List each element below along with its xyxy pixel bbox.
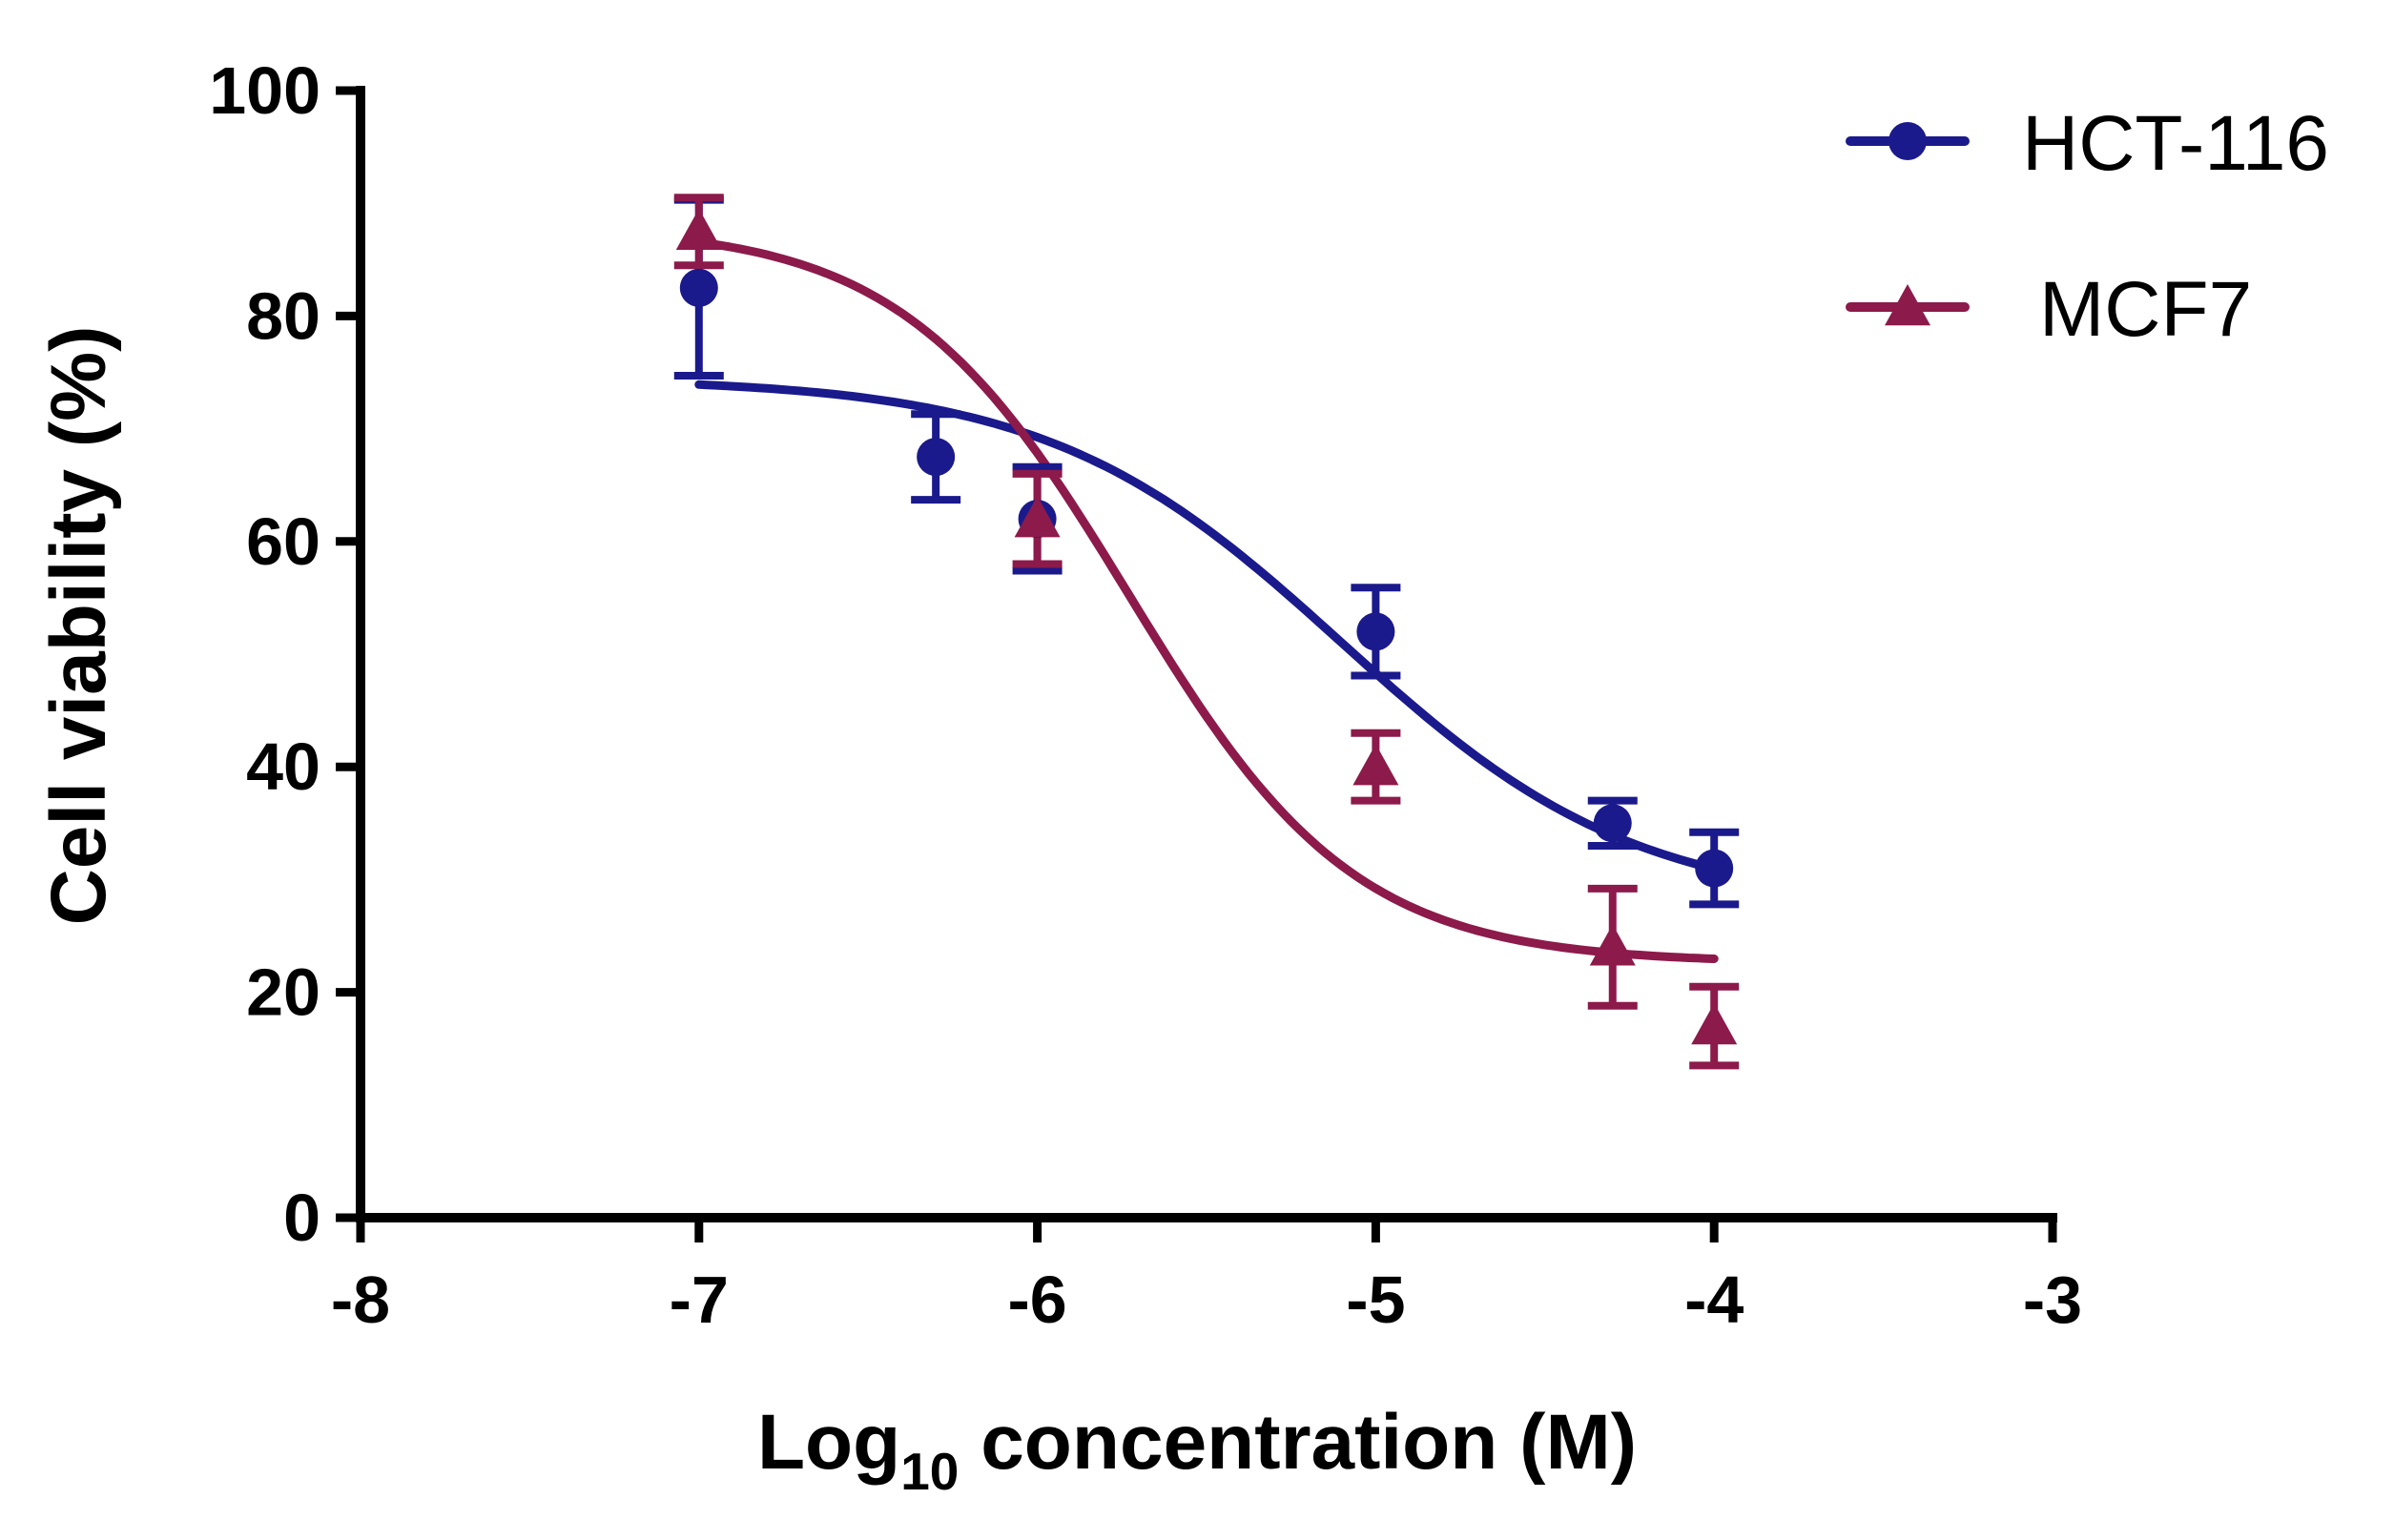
x-tick-label: -7 (670, 1263, 729, 1337)
data-point-mcf7 (675, 208, 722, 250)
x-tick-label: -8 (331, 1263, 390, 1337)
data-point-mcf7 (1589, 924, 1636, 966)
y-tick-label: 60 (246, 504, 320, 579)
fit-curve-hct-116 (694, 380, 1719, 873)
fit-curve-mcf7 (694, 237, 1719, 963)
legend: HCT-116 MCF7 (1846, 100, 2329, 353)
x-axis-title-main: Log (757, 1399, 900, 1486)
y-axis-title: Cell viability (%) (35, 326, 122, 926)
plot-area (673, 194, 1740, 1070)
x-tick-label: -3 (2023, 1263, 2082, 1337)
x-tick-label: -6 (1007, 1263, 1066, 1337)
legend-marker-hct-116 (1888, 122, 1927, 160)
data-point-hct-116 (1356, 612, 1395, 651)
data-point-hct-116 (679, 268, 718, 307)
data-point-mcf7 (1691, 1003, 1738, 1045)
y-tick-label: 20 (246, 955, 320, 1030)
legend-label-mcf7: MCF7 (2039, 266, 2252, 353)
y-tick-label: 0 (283, 1181, 320, 1255)
data-point-hct-116 (1695, 849, 1734, 888)
data-point-hct-116 (917, 438, 956, 477)
data-point-hct-116 (1593, 804, 1632, 843)
y-ticks: 0 20 40 60 80 100 (209, 53, 361, 1255)
data-point-mcf7 (1014, 496, 1061, 538)
axes: -8 -7 -6 -5 -4 -3 0 20 40 60 80 100 (209, 53, 2082, 1337)
y-tick-label: 80 (246, 278, 320, 353)
x-tick-label: -4 (1684, 1263, 1744, 1337)
error-bars (673, 194, 1740, 1070)
data-markers (675, 208, 1738, 1045)
fit-curves (694, 237, 1719, 963)
x-tick-label: -5 (1346, 1263, 1405, 1337)
data-point-mcf7 (1352, 744, 1399, 786)
x-ticks: -8 -7 -6 -5 -4 -3 (331, 1218, 2082, 1337)
x-axis-title: Log10 concentration (M) (757, 1399, 1637, 1501)
y-tick-label: 100 (209, 53, 320, 128)
x-axis-title-subscript: 10 (900, 1442, 959, 1501)
legend-marker-mcf7 (1885, 284, 1930, 326)
y-tick-label: 40 (246, 729, 320, 804)
x-axis-title-rest: concentration (M) (959, 1399, 1637, 1486)
legend-label-hct-116: HCT-116 (2022, 100, 2329, 187)
